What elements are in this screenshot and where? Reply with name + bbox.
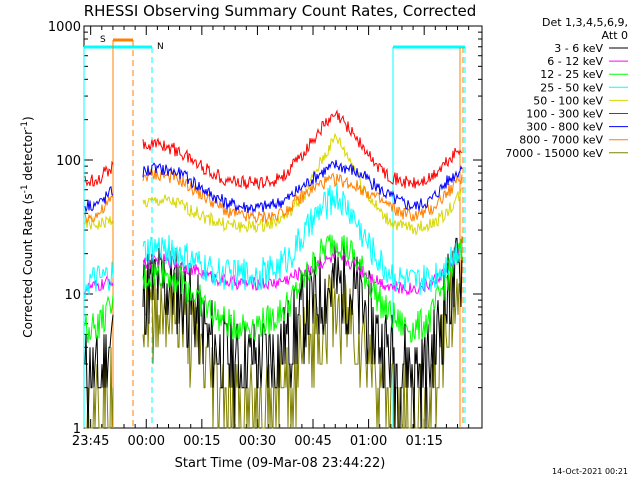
legend-label: 50 - 100 keV: [533, 94, 603, 107]
timestamp-label: 14-Oct-2021 00:21: [552, 467, 628, 476]
x-tick-label: 01:00: [350, 434, 387, 449]
series-line: [84, 159, 463, 214]
series-line: [84, 109, 463, 191]
night-label: N: [157, 42, 164, 52]
series-line: [84, 183, 463, 299]
y-axis-label-sup2: -1: [20, 121, 30, 130]
bands-group: SN: [83, 35, 466, 428]
y-tick-label: 1000: [48, 20, 81, 35]
x-tick-label: 23:45: [72, 434, 109, 449]
x-tick-label: 01:15: [405, 434, 442, 449]
y-axis-label: Corrected Count Rate (s-1 detector-1): [20, 116, 35, 337]
legend-header-line2: Att 0: [602, 29, 628, 42]
legend-label: 800 - 7000 keV: [519, 134, 603, 147]
series-line: [84, 234, 463, 344]
legend-label: 100 - 300 keV: [526, 108, 603, 121]
legend-label: 25 - 50 keV: [540, 81, 603, 94]
y-tick-label: 10: [64, 288, 81, 303]
axes-group: 1 10 100 1000 23:45 00:00 00:15 00:30 00:45 01:00…: [48, 20, 482, 449]
chart-title: RHESSI Observing Summary Count Rates, Co…: [84, 2, 477, 20]
series-line: [84, 237, 463, 429]
y-axis-label-end: ): [21, 116, 35, 121]
legend-label: 12 - 25 keV: [540, 68, 603, 81]
series-group: [84, 109, 463, 429]
y-tick-label: 100: [56, 154, 81, 169]
x-tick-label: 00:30: [239, 434, 276, 449]
x-tick-label: 00:45: [294, 434, 331, 449]
x-tick-label: 00:15: [183, 434, 220, 449]
y-axis-label-main: Corrected Count Rate (s: [21, 193, 35, 337]
x-axis-label: Start Time (09-Mar-08 23:44:22): [175, 456, 386, 471]
legend-header-line1: Det 1,3,4,5,6,9,: [542, 16, 628, 29]
legend-label: 300 - 800 keV: [526, 121, 603, 134]
legend-label: 6 - 12 keV: [547, 55, 603, 68]
y-axis-label-sup1: -1: [20, 184, 30, 193]
x-tick-label: 00:00: [128, 434, 165, 449]
y-tick-label: 1: [73, 422, 81, 437]
saa-label: S: [100, 35, 106, 45]
legend-label: 3 - 6 keV: [554, 42, 603, 55]
series-line: [84, 168, 463, 224]
legend-label: 7000 - 15000 keV: [505, 147, 603, 160]
y-axis-label-mid: detector: [21, 130, 35, 185]
